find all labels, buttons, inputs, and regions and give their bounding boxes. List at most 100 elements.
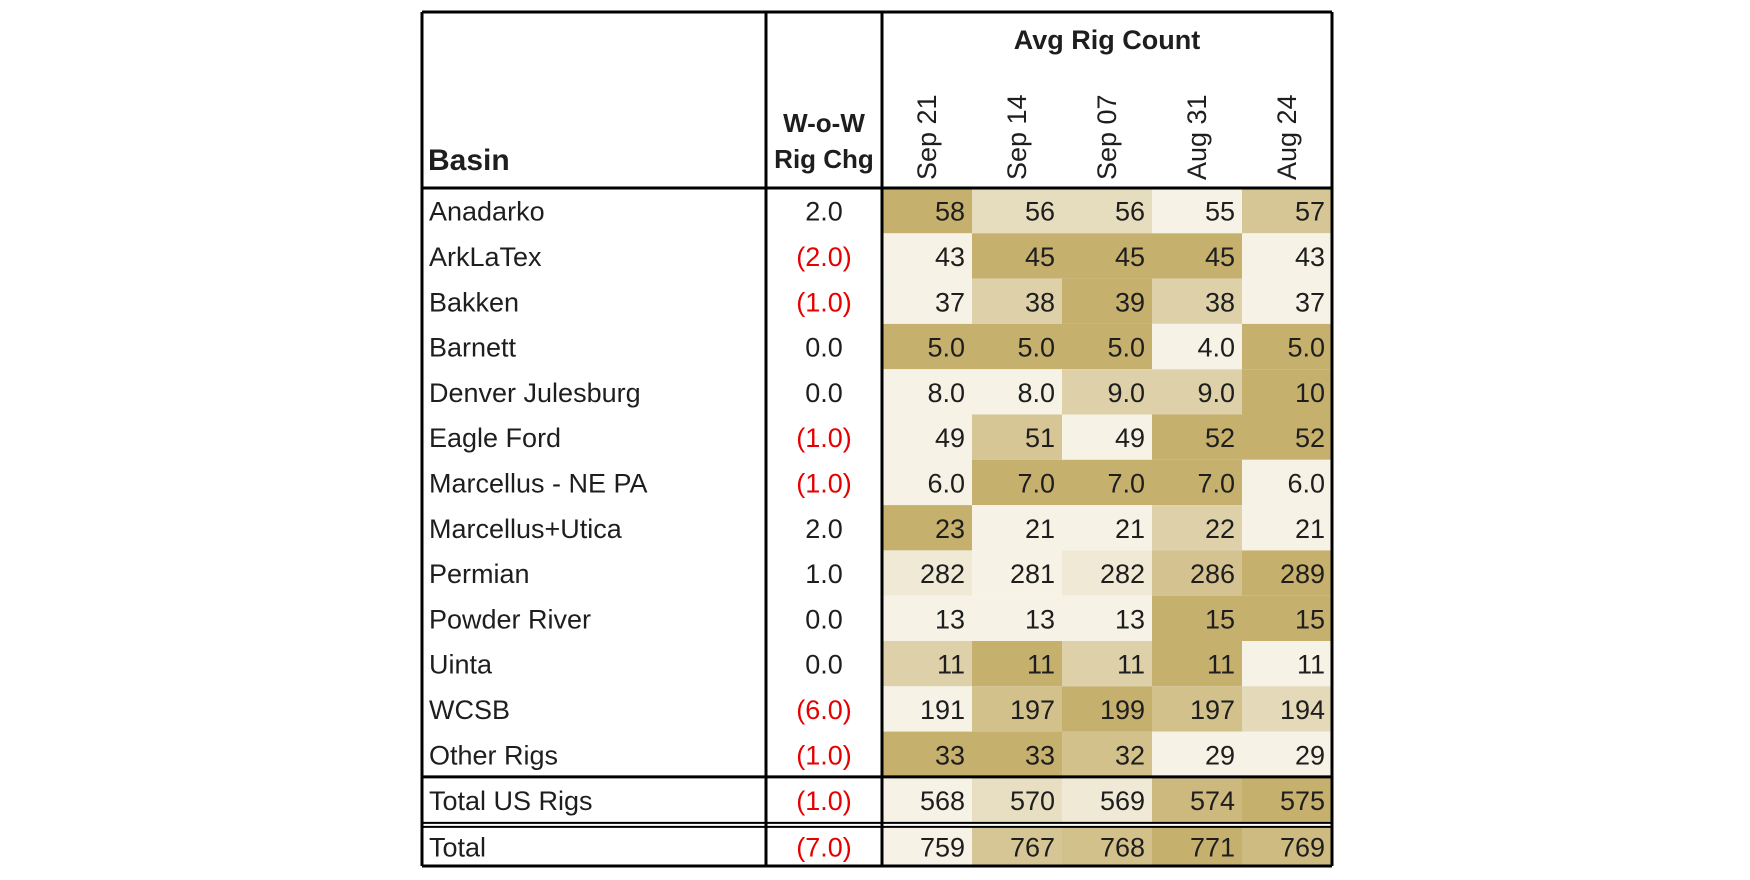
total-row-value-1: 767 [1010,832,1055,862]
table-row-cell-bg-1 [972,323,1062,370]
table-row-cell-bg-3 [1152,278,1242,324]
table-row-cell-bg-1 [972,459,1062,506]
table-row-cell-bg-4 [1242,414,1332,460]
total-row-cell-bg-4 [1242,826,1332,866]
table-row-cell-bg-0 [882,595,972,641]
table-row-value-2: 39 [1115,287,1145,317]
table-row-value-2: 199 [1100,695,1145,725]
total-row-value-3: 771 [1190,832,1235,862]
table-row-cell-bg-4 [1242,505,1332,551]
table-row-value-3: 286 [1190,559,1235,589]
header-date-0: Sep 21 [912,94,942,180]
table-row-basin-label: Marcellus+Utica [429,514,623,544]
table-row-value-3: 9.0 [1197,378,1235,408]
table-row-cell-bg-0 [882,323,972,370]
table-row-wow-change: 2.0 [805,514,843,544]
table-row-value-2: 13 [1115,604,1145,634]
table-row-value-1: 11 [1027,650,1055,680]
table-row-value-1: 21 [1025,514,1055,544]
subtotal-row-value-4: 575 [1280,786,1325,816]
header-wow-line2: Rig Chg [774,144,874,174]
table-row-cell-bg-4 [1242,686,1332,732]
table-row-wow-change: 0.0 [805,378,843,408]
table-row-value-1: 45 [1025,242,1055,272]
total-row-cell-bg-1 [972,826,1062,866]
table-row-basin-label: Permian [429,559,530,589]
table-row-cell-bg-0 [882,641,972,687]
table-row-cell-bg-0 [882,369,972,415]
table-row-cell-bg-3 [1152,731,1242,777]
table-row-cell-bg-2 [1062,233,1152,279]
total-row-value-2: 768 [1100,832,1145,862]
table-row-cell-bg-3 [1152,686,1242,732]
table-row-value-0: 8.0 [927,378,965,408]
table-row-cell-bg-3 [1152,595,1242,641]
subtotal-row-value-1: 570 [1010,786,1055,816]
subtotal-row-value-2: 569 [1100,786,1145,816]
table-row-value-2: 11 [1117,650,1145,680]
table-row-cell-bg-2 [1062,595,1152,641]
table-row-value-2: 56 [1115,197,1145,227]
table-row-value-4: 289 [1280,559,1325,589]
table-row-value-2: 45 [1115,242,1145,272]
table-row-value-3: 15 [1205,604,1235,634]
table-row-value-0: 58 [935,197,965,227]
table-row-cell-bg-0 [882,188,972,234]
table-row-cell-bg-0 [882,414,972,460]
table-row-value-1: 7.0 [1017,468,1055,498]
table-row-value-2: 282 [1100,559,1145,589]
table-row-cell-bg-1 [972,550,1062,596]
table-row-wow-change: 2.0 [805,197,843,227]
subtotal-row-wow-change: (1.0) [796,786,852,816]
total-row-value-4: 769 [1280,832,1325,862]
table-row-value-1: 38 [1025,287,1055,317]
table-row-value-4: 6.0 [1287,468,1325,498]
subtotal-row-basin-label: Total US Rigs [429,786,593,816]
header-wow-line1: W-o-W [783,108,865,138]
table-row-value-3: 197 [1190,695,1235,725]
total-row-cell-bg-3 [1152,826,1242,866]
table-row-value-4: 37 [1295,287,1325,317]
table-row-value-4: 29 [1295,740,1325,770]
total-row-cell-bg-0 [882,826,972,866]
table-row-value-1: 8.0 [1017,378,1055,408]
table-row-value-1: 51 [1025,423,1055,453]
table-row-cell-bg-1 [972,414,1062,460]
header-date-4: Aug 24 [1272,94,1302,180]
subtotal-row-value-0: 568 [920,786,965,816]
table-row-basin-label: Other Rigs [429,740,558,770]
table-row-value-4: 52 [1295,423,1325,453]
table-row-cell-bg-0 [882,459,972,506]
table-row-basin-label: Anadarko [429,197,545,227]
subtotal-row-cell-bg-0 [882,776,972,823]
table-row-cell-bg-3 [1152,414,1242,460]
table-row-cell-bg-4 [1242,641,1332,687]
table-row-cell-bg-0 [882,731,972,777]
table-row-cell-bg-4 [1242,459,1332,506]
table-row-cell-bg-2 [1062,505,1152,551]
table-row-value-4: 5.0 [1287,333,1325,363]
table-row-value-0: 23 [935,514,965,544]
table-row-wow-change: (1.0) [796,287,852,317]
table-row-value-0: 37 [935,287,965,317]
table-row-cell-bg-4 [1242,595,1332,641]
table-row-value-4: 194 [1280,695,1325,725]
table-row-cell-bg-1 [972,188,1062,234]
table-row-cell-bg-4 [1242,369,1332,415]
table-row-cell-bg-1 [972,369,1062,415]
table-row-cell-bg-3 [1152,550,1242,596]
table-row-cell-bg-3 [1152,505,1242,551]
table-row-value-0: 282 [920,559,965,589]
table-row-value-3: 7.0 [1197,468,1235,498]
table-row-value-1: 33 [1025,740,1055,770]
table-row-value-4: 10 [1295,378,1325,408]
table-row-value-0: 33 [935,740,965,770]
subtotal-row-value-3: 574 [1190,786,1235,816]
table-row-cell-bg-3 [1152,188,1242,234]
table-row-value-0: 6.0 [927,468,965,498]
table-row-value-4: 11 [1297,650,1325,680]
table-row-cell-bg-1 [972,278,1062,324]
table-row-value-0: 191 [920,695,965,725]
table-row-basin-label: Barnett [429,333,517,363]
